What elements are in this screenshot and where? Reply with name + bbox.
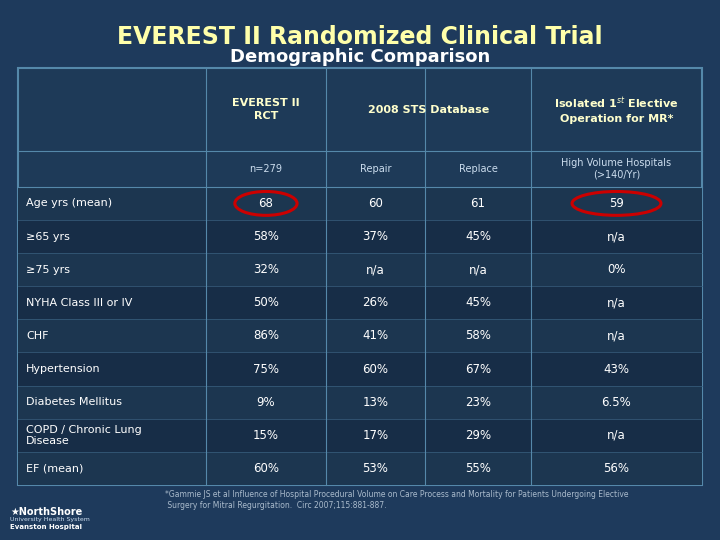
- Text: 58%: 58%: [253, 230, 279, 243]
- Text: 56%: 56%: [603, 462, 629, 475]
- Bar: [18, 319, 702, 353]
- Text: 9%: 9%: [256, 396, 275, 409]
- Text: Repair: Repair: [360, 164, 391, 174]
- Text: 58%: 58%: [465, 329, 491, 342]
- Text: 53%: 53%: [362, 462, 388, 475]
- Text: 6.5%: 6.5%: [602, 396, 631, 409]
- Bar: [18, 353, 702, 386]
- Text: 60%: 60%: [362, 362, 388, 375]
- Bar: [18, 253, 702, 286]
- Text: 29%: 29%: [465, 429, 491, 442]
- Text: 41%: 41%: [362, 329, 389, 342]
- Bar: [18, 386, 702, 418]
- Text: EVEREST II
RCT: EVEREST II RCT: [232, 98, 300, 122]
- Bar: [18, 187, 702, 220]
- Text: 50%: 50%: [253, 296, 279, 309]
- Text: n/a: n/a: [469, 263, 487, 276]
- Text: Replace: Replace: [459, 164, 498, 174]
- Text: 45%: 45%: [465, 296, 491, 309]
- Text: 13%: 13%: [362, 396, 388, 409]
- Text: n/a: n/a: [607, 429, 626, 442]
- Text: Demographic Comparison: Demographic Comparison: [230, 48, 490, 66]
- Text: 67%: 67%: [465, 362, 491, 375]
- Text: *Gammie JS et al Influence of Hospital Procedural Volume on Care Process and Mor: *Gammie JS et al Influence of Hospital P…: [165, 490, 629, 510]
- Text: n/a: n/a: [366, 263, 384, 276]
- Text: 32%: 32%: [253, 263, 279, 276]
- Text: n/a: n/a: [607, 230, 626, 243]
- Text: University Health System: University Health System: [10, 517, 90, 523]
- Text: Evanston Hospital: Evanston Hospital: [10, 524, 82, 530]
- Text: 17%: 17%: [362, 429, 389, 442]
- Text: ≥75 yrs: ≥75 yrs: [26, 265, 70, 275]
- Text: 26%: 26%: [362, 296, 389, 309]
- Text: 43%: 43%: [603, 362, 629, 375]
- Text: n=279: n=279: [249, 164, 282, 174]
- Text: High Volume Hospitals
(>140/Yr): High Volume Hospitals (>140/Yr): [562, 158, 672, 180]
- Text: 59: 59: [609, 197, 624, 210]
- Text: CHF: CHF: [26, 331, 48, 341]
- Text: n/a: n/a: [607, 296, 626, 309]
- Text: Diabetes Mellitus: Diabetes Mellitus: [26, 397, 122, 407]
- Text: 68: 68: [258, 197, 274, 210]
- Text: EVEREST II Randomized Clinical Trial: EVEREST II Randomized Clinical Trial: [117, 25, 603, 49]
- Text: 60: 60: [368, 197, 383, 210]
- Text: 86%: 86%: [253, 329, 279, 342]
- Text: 37%: 37%: [362, 230, 388, 243]
- Bar: [18, 220, 702, 253]
- Text: 2008 STS Database: 2008 STS Database: [368, 105, 489, 114]
- Text: ★NorthShore: ★NorthShore: [10, 507, 82, 517]
- Text: 15%: 15%: [253, 429, 279, 442]
- Text: 23%: 23%: [465, 396, 491, 409]
- Text: Isolated 1$^{st}$ Elective
Operation for MR*: Isolated 1$^{st}$ Elective Operation for…: [554, 95, 679, 124]
- Text: 75%: 75%: [253, 362, 279, 375]
- Text: n/a: n/a: [607, 329, 626, 342]
- Text: COPD / Chronic Lung
Disease: COPD / Chronic Lung Disease: [26, 424, 142, 446]
- Bar: [18, 286, 702, 319]
- Text: EF (mean): EF (mean): [26, 463, 84, 474]
- Text: 45%: 45%: [465, 230, 491, 243]
- Text: 61: 61: [470, 197, 485, 210]
- Bar: [18, 452, 702, 485]
- Bar: [18, 68, 702, 485]
- Text: NYHA Class III or IV: NYHA Class III or IV: [26, 298, 132, 308]
- Text: ≥65 yrs: ≥65 yrs: [26, 232, 70, 241]
- Bar: [18, 418, 702, 452]
- Text: Age yrs (mean): Age yrs (mean): [26, 198, 112, 208]
- Text: Hypertension: Hypertension: [26, 364, 101, 374]
- Text: 55%: 55%: [465, 462, 491, 475]
- Text: 0%: 0%: [607, 263, 626, 276]
- Text: 60%: 60%: [253, 462, 279, 475]
